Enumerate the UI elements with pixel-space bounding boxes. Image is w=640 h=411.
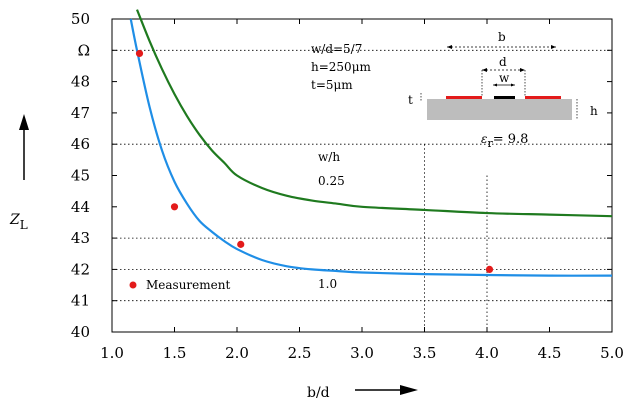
b-arrow-right	[551, 45, 556, 49]
measurement-point	[170, 203, 179, 211]
d-arrow-left	[482, 68, 487, 72]
signal-strip	[494, 96, 515, 99]
y-tick-label: 47	[71, 104, 90, 122]
ground-strip-left	[446, 96, 482, 99]
cross-section-diagram: b d w t h εr= 9.8	[408, 30, 598, 150]
series-line-1	[129, 18, 613, 277]
series-group	[129, 9, 613, 277]
measurement-point	[135, 49, 144, 58]
y-tick-label: 46	[71, 135, 90, 153]
y-tick-label: 42	[71, 260, 90, 278]
y-tick-label: 50	[71, 10, 90, 28]
x-tick-label: 2.0	[225, 344, 249, 362]
ground-strip-right	[525, 96, 561, 99]
x-tick-label: 3.0	[350, 344, 374, 362]
grid-lines	[112, 49, 612, 332]
d-arrow-right	[520, 68, 525, 72]
x-axis-label: b/d	[307, 385, 330, 401]
y-tick-label: 40	[71, 323, 90, 341]
series-label-1: 1.0	[318, 277, 337, 291]
w-arrow-right	[511, 83, 515, 87]
measurement-points	[135, 49, 494, 273]
y-tick-label: 41	[71, 292, 90, 310]
substrate	[427, 99, 572, 120]
series-label-0: 0.25	[318, 174, 345, 188]
y-axis-label: ZL	[9, 212, 28, 232]
eps-sub: r	[487, 137, 493, 150]
b-arrow-left	[447, 45, 452, 49]
measurement-point	[485, 265, 494, 273]
param-wd: w/d=5/7	[311, 42, 362, 56]
measurement-point	[237, 240, 245, 248]
series-line-0	[135, 9, 613, 218]
x-tick-label: 4.5	[538, 344, 562, 362]
legend-measurement-dot	[129, 281, 137, 289]
y-tick-label: 48	[71, 73, 90, 91]
wh-header: w/h	[318, 150, 340, 164]
axis-ticks: 1.0 1.5 2.0 2.5 3.0 3.5 4.0 4.5 5.0 40 41 42 43 44 45 4…	[71, 10, 624, 362]
x-tick-label: 1.0	[100, 344, 124, 362]
x-tick-label: 3.5	[413, 344, 437, 362]
legend-measurement-label: Measurement	[146, 278, 230, 292]
d-label: d	[499, 55, 507, 69]
h-label: h	[590, 104, 598, 118]
param-h: h=250μm	[311, 60, 371, 74]
t-label: t	[408, 93, 413, 107]
x-tick-label: 2.5	[288, 344, 312, 362]
x-tick-label: 1.5	[163, 344, 187, 362]
ylabel-arrow-head	[19, 114, 29, 130]
x-tick-label: 5.0	[600, 344, 624, 362]
y-tick-label: Ω	[78, 41, 90, 59]
y-tick-label: 44	[71, 198, 90, 216]
b-label: b	[498, 30, 506, 44]
eps-value: = 9.8	[493, 132, 529, 147]
y-tick-label: 43	[71, 229, 90, 247]
y-tick-label: 45	[71, 167, 90, 185]
y-axis-label-sub: L	[20, 218, 28, 232]
w-arrow-left	[493, 83, 497, 87]
eps-label: εr= 9.8	[481, 132, 528, 150]
xlabel-arrow-head	[400, 385, 418, 395]
x-tick-label: 4.0	[475, 344, 499, 362]
param-t: t=5μm	[311, 78, 353, 92]
w-label: w	[499, 71, 510, 85]
